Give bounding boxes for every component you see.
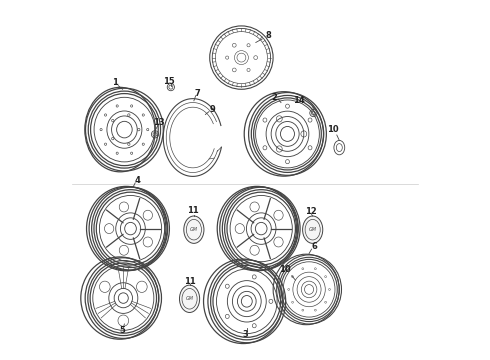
Text: 11: 11 (187, 206, 199, 215)
Ellipse shape (184, 216, 204, 243)
Text: 10: 10 (327, 125, 339, 134)
Text: 12: 12 (305, 207, 317, 216)
Text: 9: 9 (210, 105, 216, 114)
Text: 2: 2 (271, 93, 277, 102)
Text: 7: 7 (195, 89, 200, 98)
Text: 14: 14 (293, 96, 305, 105)
Text: 8: 8 (266, 31, 271, 40)
Text: GM: GM (186, 296, 194, 301)
Text: GM: GM (190, 227, 198, 232)
Text: 3: 3 (243, 330, 248, 338)
Text: 10: 10 (279, 266, 291, 274)
Text: 4: 4 (134, 176, 140, 185)
Text: GM: GM (309, 227, 317, 232)
Ellipse shape (179, 285, 199, 312)
Text: 6: 6 (312, 242, 318, 251)
Text: 15: 15 (164, 77, 175, 85)
Ellipse shape (303, 216, 323, 243)
Text: 11: 11 (184, 277, 196, 286)
Text: 1: 1 (112, 78, 118, 87)
Text: 5: 5 (119, 325, 125, 335)
Text: 13: 13 (153, 118, 165, 127)
